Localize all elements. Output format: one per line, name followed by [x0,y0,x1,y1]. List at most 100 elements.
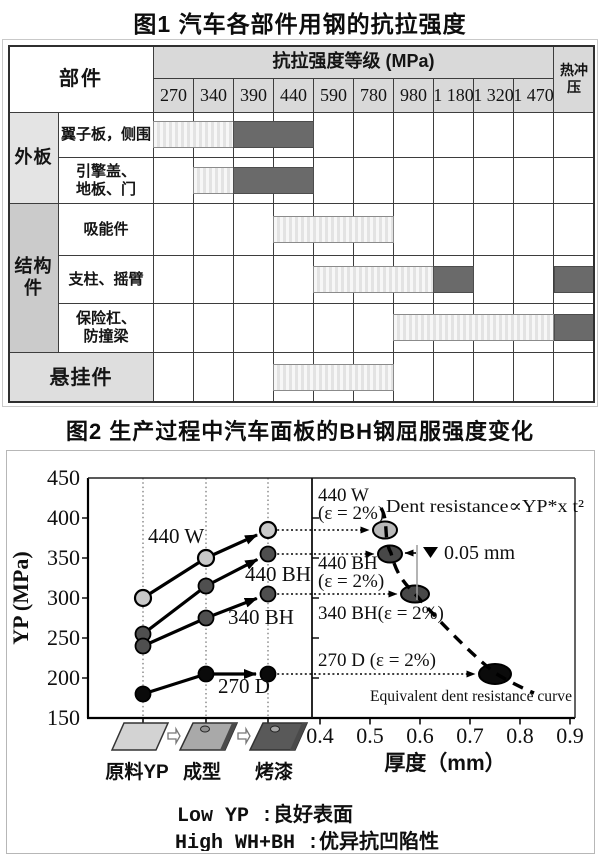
right-panel-label: (ε = 2%) [318,503,384,524]
strength-bar-light [393,314,554,341]
grade-cell [393,157,434,204]
strength-bar-dark [233,121,314,148]
grade-cell [473,157,514,204]
right-panel-label: 440 BH [318,553,378,574]
caption-high-whbh: High WH+BH :优异抗凹陷性 [175,829,439,851]
series-label: 270 D [218,674,270,698]
y-tick-label: 350 [47,545,80,570]
data-point-340 BH [134,637,152,655]
caption-low-yp: Low YP :良好表面 [177,802,353,828]
grade-cell [393,352,434,403]
grade-cell [513,112,554,158]
right-panel-label: (ε = 2%) [318,571,384,592]
grade-cell [513,352,554,403]
x-tick-label: 0.7 [456,723,484,748]
component-cell: 吸能件 [58,203,154,256]
grade-cell [433,112,474,158]
data-point-440 BH [259,545,277,563]
series-label: 340 BH [228,605,294,629]
data-point-340 BH [197,609,215,627]
stage-label: 烤漆 [255,760,293,783]
thickness-ellipse-270 D [478,663,512,685]
series-line [142,584,207,636]
data-point-270 D [197,665,215,683]
strength-bar-light [313,266,434,293]
right-panel-label: 440 W [318,485,369,506]
grade-cell [193,203,234,256]
down-triangle-icon [423,547,438,558]
grade-cell [273,303,314,353]
grade-cell [193,303,234,353]
grade-column-header: 1 180 [433,78,474,113]
grade-cell [513,157,554,204]
hot-stamping-bar [554,314,594,341]
sheet-dome-icon [200,725,210,733]
grade-column-header: 590 [313,78,354,113]
part-header: 部件 [8,45,154,113]
series-label: 440 W [148,524,204,548]
grade-cell [473,112,514,158]
component-cell: 支柱、摇臂 [58,255,154,304]
stage-arrow-icon [237,726,251,746]
grade-cell [353,303,394,353]
grade-column-header: 440 [273,78,314,113]
sheet-dome-icon [270,725,280,733]
group-cell-悬挂件: 悬挂件 [8,352,154,403]
x-tick-label: 0.9 [556,723,584,748]
strength-grade-header: 抗拉强度等级 (MPa) [153,45,554,79]
sheet-curl [290,723,307,750]
data-point-270 D [134,685,152,703]
hot-stamping-header: 热冲压 [553,45,595,113]
grade-cell [393,112,434,158]
grade-column-header: 270 [153,78,194,113]
grade-cell [473,203,514,256]
grade-cell [233,352,274,403]
stage-label: 原料YP [105,760,169,783]
grade-cell [513,255,554,304]
y-tick-label: 250 [47,625,80,650]
component-cell: 引擎盖、 地板、门 [58,157,154,204]
x-tick-label: 0.6 [406,723,434,748]
strength-bar-light [193,167,234,194]
y-tick-label: 450 [47,465,80,490]
y-axis-title: YP (MPa) [8,551,33,644]
y-tick-label: 300 [47,585,80,610]
grade-cell [353,157,394,204]
data-point-340 BH [259,585,277,603]
grade-cell [153,303,194,353]
grade-cell [233,203,274,256]
strength-bar-light [153,121,234,148]
hot-stamp-cell [553,352,595,403]
series-line [142,616,207,648]
strength-bar-light [273,364,394,391]
grade-cell [513,203,554,256]
series-line [142,556,207,600]
y-tick-label: 150 [47,705,80,730]
data-point-440 W [196,548,216,568]
x-tick-label: 0.4 [306,723,334,748]
grade-column-header: 1 470 [513,78,554,113]
sheet-curl [220,723,237,750]
grade-cell [393,203,434,256]
stage-arrow-icon [167,726,181,746]
series-line [142,672,207,696]
equivalent-curve-label: Equivalent dent resistance curve [370,688,572,705]
figure1-frame [2,39,598,407]
dent-formula: Dent resistance∝YP*x t² [386,496,584,516]
hot-stamp-cell [553,157,595,204]
right-panel-label: 340 BH(ε = 2%) [318,603,444,624]
stage-label: 成型 [183,760,221,783]
figure2-title: 图2 生产过程中汽车面板的BH钢屈服强度变化 [65,419,535,444]
grade-cell [473,255,514,304]
grade-cell [313,157,354,204]
series-label: 440 BH [245,562,311,586]
gauge-delta-label: 0.05 mm [444,542,516,564]
y-tick-label: 200 [47,665,80,690]
grade-cell [313,112,354,158]
hot-stamping-bar [554,266,594,293]
y-tick-label: 400 [47,505,80,530]
grade-column-header: 340 [193,78,234,113]
figure1-strength-table: 部件 抗拉强度等级 (MPa) 270 340 390 440 590 780 980 1 180… [8,45,595,403]
grade-column-header: 780 [353,78,394,113]
